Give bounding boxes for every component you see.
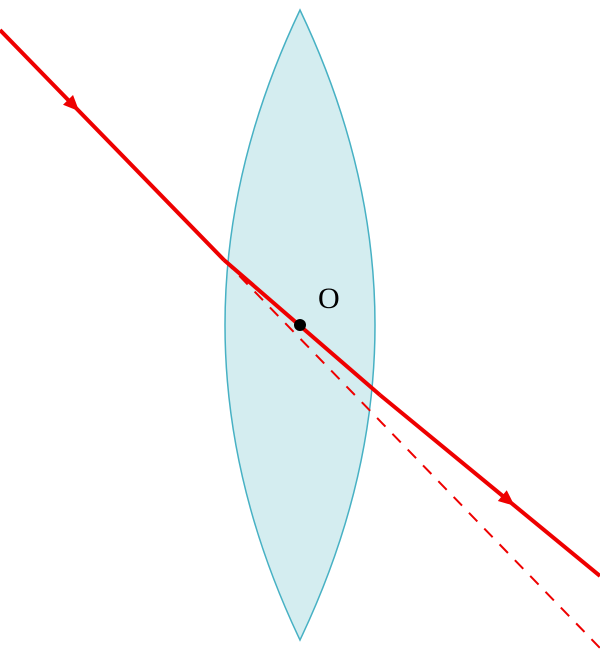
lens-ray-diagram: O [0, 0, 600, 650]
optical-center-label: O [318, 282, 340, 315]
optical-center-point [294, 319, 306, 331]
